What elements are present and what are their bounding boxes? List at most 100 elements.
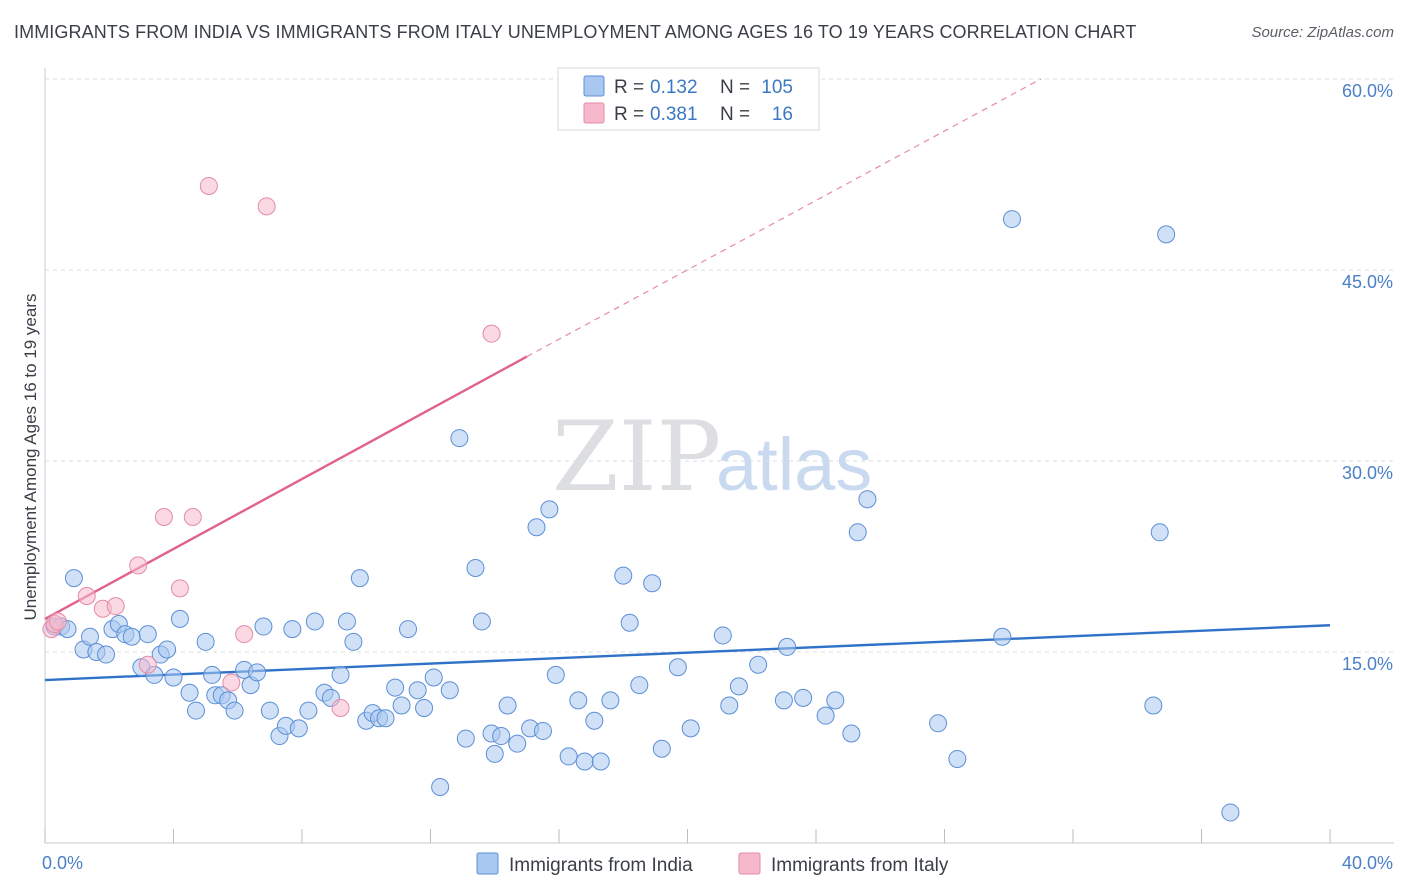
india-point (569, 691, 588, 710)
legend-swatch-india (583, 75, 605, 97)
y-axis-label: Unemployment Among Ages 16 to 19 years (21, 294, 40, 621)
points-layer (42, 176, 1240, 822)
y-tick-label-45: 45.0% (1342, 272, 1393, 292)
india-point (1150, 523, 1169, 542)
stats-legend: R = 0.132 N = 105 R = 0.381 N = 16 (557, 67, 820, 131)
italy-point (331, 699, 350, 718)
tick-labels: 15.0% 30.0% 45.0% 60.0% 0.0% 40.0% (42, 81, 1393, 873)
india-point (299, 701, 318, 720)
india-point (344, 632, 363, 651)
india-point (472, 612, 491, 631)
india-point (158, 640, 177, 659)
india-point (164, 668, 183, 687)
india-point (749, 655, 768, 674)
india-point (948, 749, 967, 768)
india-point (386, 678, 405, 697)
india-point (466, 558, 485, 577)
axes-layer (44, 68, 1394, 844)
india-point (97, 645, 116, 664)
series-legend: Immigrants from India Immigrants from It… (476, 852, 949, 876)
italy-point (129, 556, 148, 575)
x-tick-label-max: 40.0% (1342, 853, 1393, 873)
italy-point (235, 625, 254, 644)
watermark-atlas: atlas (716, 423, 872, 506)
india-point (559, 747, 578, 766)
series-legend-swatch-india (476, 852, 499, 875)
italy-point (199, 176, 218, 195)
india-point (826, 691, 845, 710)
series-legend-label-italy: Immigrants from Italy (771, 855, 949, 876)
italy-point (48, 612, 67, 631)
legend-india-r-label: R = (614, 77, 644, 98)
india-point (415, 699, 434, 718)
trend-layer (44, 78, 1331, 682)
grid-layer (45, 78, 1394, 653)
india-point (614, 566, 633, 585)
italy-point (482, 324, 501, 343)
india-point (508, 734, 527, 753)
italy-trend-line-extended (526, 78, 1042, 358)
legend-swatch-italy (583, 102, 605, 124)
india-point (186, 701, 205, 720)
india-point (575, 752, 594, 771)
india-point (858, 490, 877, 509)
india-point (337, 612, 356, 631)
india-point (1144, 696, 1163, 715)
india-point (485, 744, 504, 763)
india-point (440, 681, 459, 700)
india-point (601, 691, 620, 710)
india-point (122, 627, 141, 646)
india-point (289, 719, 308, 738)
india-point (1157, 225, 1176, 244)
india-point (498, 696, 517, 715)
india-point (138, 625, 157, 644)
italy-point (106, 597, 125, 616)
india-point (643, 574, 662, 593)
italy-point (183, 508, 202, 527)
italy-point (154, 508, 173, 527)
india-point (283, 620, 302, 639)
india-point (652, 739, 671, 758)
india-point (64, 569, 83, 588)
india-point (424, 668, 443, 687)
italy-point (170, 579, 189, 598)
legend-india-n-value: 105 (761, 77, 793, 98)
india-point (527, 518, 546, 537)
chart-title: IMMIGRANTS FROM INDIA VS IMMIGRANTS FROM… (14, 22, 1137, 42)
india-point (376, 709, 395, 728)
india-point (774, 691, 793, 710)
series-legend-label-india: Immigrants from India (509, 855, 693, 876)
india-point (668, 658, 687, 677)
india-point (816, 706, 835, 725)
legend-italy-r-label: R = (614, 104, 644, 125)
india-point (331, 665, 350, 684)
y-tick-label-30: 30.0% (1342, 463, 1393, 483)
india-point (305, 612, 324, 631)
legend-italy-n-value: 16 (772, 104, 793, 125)
india-point (848, 523, 867, 542)
india-point (585, 711, 604, 730)
india-point (180, 683, 199, 702)
watermark: ZIP atlas (552, 401, 872, 513)
x-tick-label-min: 0.0% (42, 853, 83, 873)
source-label: Source: ZipAtlas.com (1251, 24, 1394, 41)
legend-italy-r-value: 0.381 (650, 104, 698, 125)
india-point (408, 681, 427, 700)
india-point (431, 777, 450, 796)
legend-italy-n-label: N = (720, 104, 750, 125)
india-point (399, 620, 418, 639)
italy-point (77, 586, 96, 605)
india-point (842, 724, 861, 743)
india-point (720, 696, 739, 715)
italy-trend-line (44, 355, 528, 620)
series-legend-swatch-italy (738, 852, 761, 875)
india-point (533, 721, 552, 740)
india-point (778, 637, 797, 656)
legend-india-n-label: N = (720, 77, 750, 98)
india-point (492, 727, 511, 746)
india-point (450, 429, 469, 448)
india-point (203, 665, 222, 684)
legend-india-r-value: 0.132 (650, 77, 698, 98)
india-point (1002, 210, 1021, 229)
india-point (225, 701, 244, 720)
